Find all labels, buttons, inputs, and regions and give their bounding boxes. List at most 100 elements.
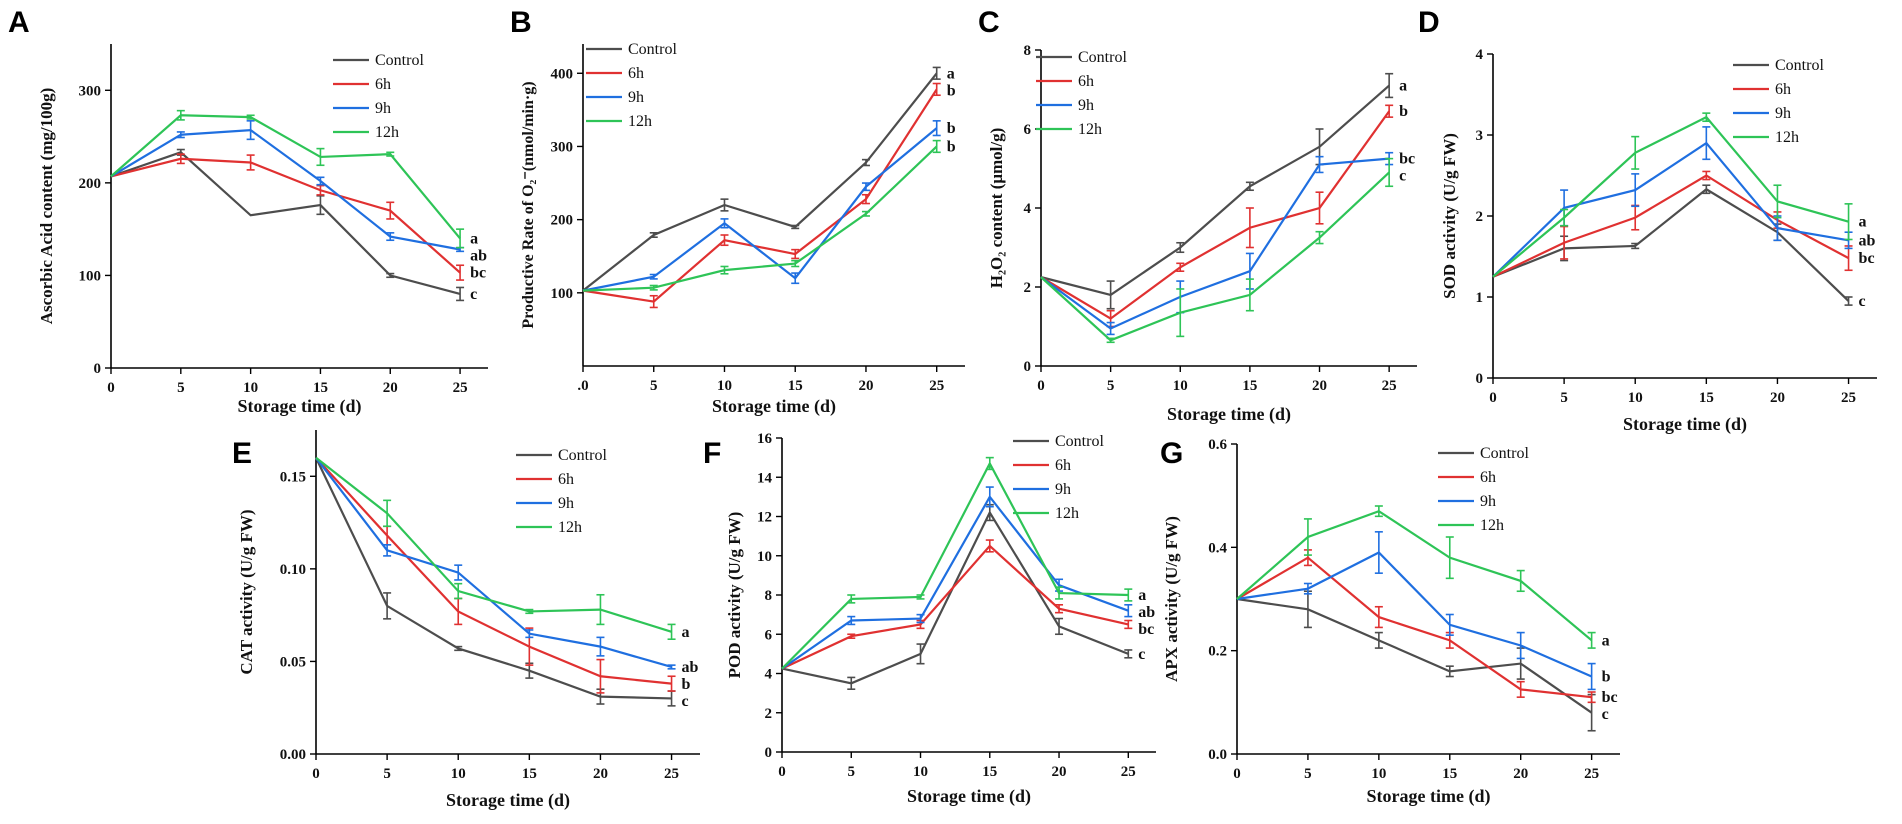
x-tick-label: 10 bbox=[1173, 378, 1188, 394]
series-6h bbox=[582, 82, 941, 309]
series-line bbox=[110, 157, 461, 274]
significance-label: ab bbox=[1138, 604, 1155, 621]
legend: Control 6h 9h 12h bbox=[1438, 445, 1529, 534]
series-9h bbox=[781, 486, 1133, 670]
series-6h bbox=[110, 153, 465, 281]
x-tick-label: 0 bbox=[1037, 378, 1045, 394]
legend-label: 9h bbox=[1055, 481, 1071, 498]
series-line bbox=[1236, 597, 1593, 714]
y-tick-label: 8 bbox=[1024, 43, 1032, 59]
legend-label: Control bbox=[1078, 49, 1127, 66]
legend-label: Control bbox=[628, 41, 677, 58]
y-tick-label: 0.10 bbox=[280, 562, 306, 578]
y-tick-label: 0.0 bbox=[1208, 747, 1227, 763]
panel-letter: C bbox=[978, 6, 1000, 39]
x-tick-label: .0 bbox=[577, 378, 588, 394]
significance-label: ab bbox=[682, 659, 699, 676]
legend: Control 6h 9h 12h bbox=[1013, 433, 1104, 522]
legend-label: 6h bbox=[558, 471, 574, 488]
series-line bbox=[1040, 110, 1391, 320]
legend-label: 6h bbox=[628, 65, 644, 82]
legend-label: 6h bbox=[1775, 81, 1791, 98]
legend: Control 6h 9h 12h bbox=[586, 41, 677, 130]
panel-D: D 0 5 10 15 20 25 0 1 2 3 4 Storage time (d) SOD acti… bbox=[1418, 6, 1877, 435]
significance-label: c bbox=[1859, 293, 1866, 310]
series-line bbox=[1236, 551, 1593, 678]
x-tick-label: 5 bbox=[1107, 378, 1115, 394]
series-12h bbox=[315, 456, 676, 641]
y-tick-label: 2 bbox=[765, 706, 773, 722]
x-tick-label: 15 bbox=[1242, 378, 1257, 394]
series-line bbox=[781, 494, 1129, 670]
significance-label: c bbox=[470, 286, 477, 303]
x-tick-label: 0 bbox=[107, 380, 115, 396]
series-9h bbox=[1236, 531, 1596, 691]
series-Control bbox=[781, 503, 1133, 691]
x-tick-label: 5 bbox=[848, 764, 856, 780]
x-tick-label: 25 bbox=[1584, 766, 1599, 782]
legend-label: 9h bbox=[558, 495, 574, 512]
series-line bbox=[315, 457, 672, 685]
significance-label: ab bbox=[470, 247, 487, 264]
x-tick-label: 5 bbox=[383, 766, 391, 782]
legend-label: 6h bbox=[375, 76, 391, 93]
significance-label: a bbox=[1602, 632, 1610, 649]
series-line bbox=[315, 457, 672, 669]
series-9h bbox=[582, 120, 941, 292]
y-tick-label: 2 bbox=[1476, 209, 1484, 225]
series-12h bbox=[582, 139, 941, 292]
y-tick-label: 400 bbox=[551, 66, 574, 82]
x-tick-label: 5 bbox=[1560, 390, 1568, 406]
series-12h bbox=[781, 456, 1133, 670]
significance-label: bc bbox=[470, 265, 486, 282]
legend-label: 6h bbox=[1055, 457, 1071, 474]
panel-G: G 0 5 10 15 20 25 0.0 0.2 0.4 0.6 Storage time (d) A… bbox=[1160, 437, 1620, 807]
significance-label: bc bbox=[1859, 250, 1875, 267]
significance-label: a bbox=[1138, 587, 1146, 604]
y-axis-label: POD activity (U/g FW) bbox=[725, 512, 744, 679]
legend-label: 12h bbox=[1055, 505, 1079, 522]
y-tick-label: 6 bbox=[765, 627, 773, 643]
legend-label: Control bbox=[1480, 445, 1529, 462]
series-12h bbox=[1492, 112, 1853, 278]
panel-B: B .0 5 10 15 20 25 100 200 300 400 Storage time (d)… bbox=[510, 6, 965, 417]
series-6h bbox=[781, 539, 1133, 670]
y-tick-label: 100 bbox=[551, 286, 574, 302]
legend-label: 12h bbox=[1480, 517, 1504, 534]
legend-label: Control bbox=[1055, 433, 1104, 450]
legend-label: Control bbox=[558, 447, 607, 464]
legend: Control 6h 9h 12h bbox=[1733, 57, 1824, 146]
x-axis-label: Storage time (d) bbox=[446, 790, 570, 811]
y-tick-label: 6 bbox=[1024, 122, 1032, 138]
y-tick-label: 0.6 bbox=[1208, 437, 1227, 453]
series-line bbox=[582, 88, 938, 303]
x-tick-label: 20 bbox=[1312, 378, 1327, 394]
x-axis-label: Storage time (d) bbox=[238, 396, 362, 417]
panel-letter: F bbox=[703, 437, 721, 470]
x-tick-label: 20 bbox=[1513, 766, 1528, 782]
series-line bbox=[1040, 171, 1390, 342]
series-Control bbox=[582, 66, 941, 292]
series-line bbox=[1492, 174, 1850, 278]
y-tick-label: 4 bbox=[765, 667, 773, 683]
series-Control bbox=[315, 457, 676, 707]
series-line bbox=[781, 544, 1129, 670]
legend-label: 6h bbox=[1078, 73, 1094, 90]
series-12h bbox=[110, 109, 465, 249]
legend-label: 9h bbox=[375, 100, 391, 117]
x-axis-label: Storage time (d) bbox=[1167, 404, 1291, 425]
panel-letter: E bbox=[232, 437, 252, 470]
y-tick-label: 10 bbox=[757, 549, 772, 565]
y-axis-label: SOD activity (U/g FW) bbox=[1440, 133, 1459, 299]
y-tick-label: 100 bbox=[79, 268, 102, 284]
y-tick-label: 2 bbox=[1024, 280, 1032, 296]
series-line bbox=[315, 457, 672, 700]
series-Control bbox=[110, 148, 465, 302]
series-line bbox=[315, 456, 672, 633]
x-tick-label: 10 bbox=[717, 378, 732, 394]
series-line bbox=[1236, 556, 1592, 699]
legend-label: Control bbox=[1775, 57, 1824, 74]
x-tick-label: 10 bbox=[243, 380, 258, 396]
y-tick-label: 12 bbox=[757, 510, 772, 526]
series-line bbox=[110, 151, 461, 296]
